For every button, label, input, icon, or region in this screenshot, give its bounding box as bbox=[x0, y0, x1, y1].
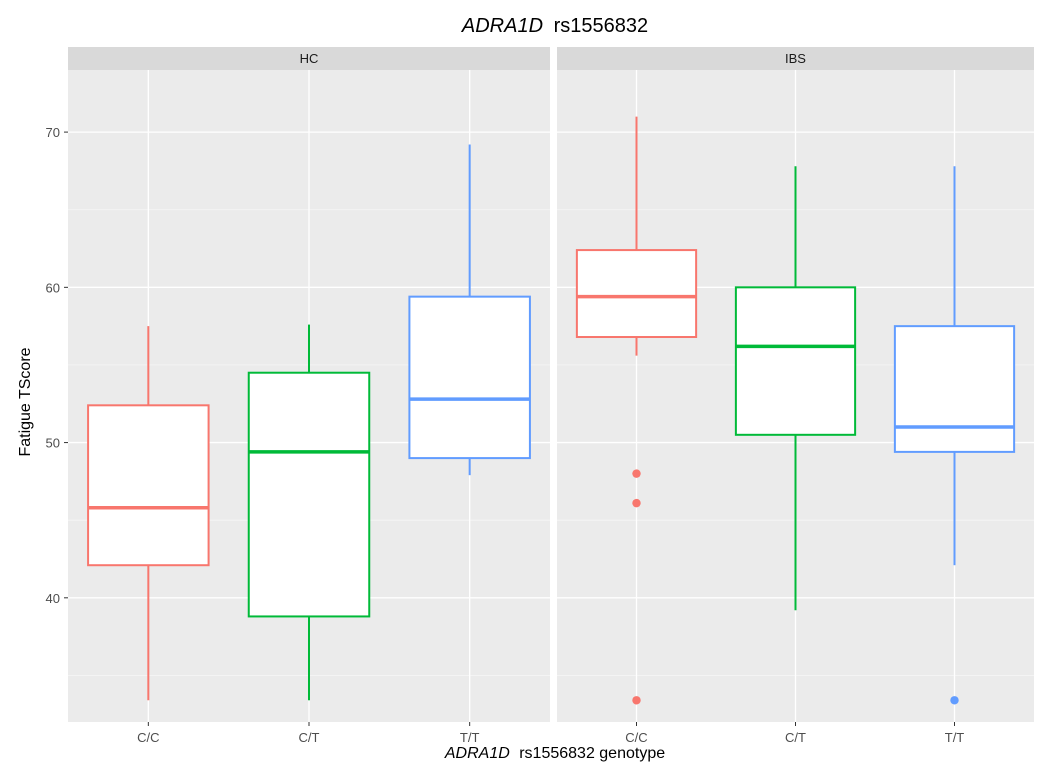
x-axis-title: ADRA1D rs1556832 genotype bbox=[444, 745, 665, 762]
box-ibs-tt bbox=[893, 166, 1016, 705]
box-hc-cc bbox=[87, 326, 210, 701]
x-tick-label: C/T bbox=[299, 730, 320, 745]
x-tick-label: C/C bbox=[625, 730, 647, 745]
facet-strip bbox=[68, 47, 550, 70]
box-ibs-ct bbox=[734, 166, 857, 611]
box-iqr bbox=[893, 325, 1016, 453]
x-tick-label: C/T bbox=[785, 730, 806, 745]
facet-strip-label: HC bbox=[300, 51, 319, 66]
facet-strip bbox=[557, 47, 1034, 70]
outlier-point bbox=[632, 498, 641, 508]
box-iqr bbox=[734, 286, 857, 436]
box-hc-tt bbox=[408, 144, 531, 476]
y-tick-label: 60 bbox=[46, 280, 60, 295]
outlier-point bbox=[632, 696, 641, 705]
outlier-point bbox=[632, 469, 641, 478]
chart-title: ADRA1D rs1556832 bbox=[461, 15, 648, 37]
x-tick-label: C/C bbox=[137, 730, 159, 745]
box-hc-ct bbox=[247, 324, 371, 701]
outlier-point bbox=[950, 696, 959, 705]
panel-hc: HC C/C C/T T/T bbox=[68, 47, 550, 745]
facet-strip-label: IBS bbox=[785, 51, 806, 66]
facet-panels: HC C/C C/T T/T IBS C/C C/T T/T 40 50 60 70 bbox=[46, 47, 1034, 745]
x-axis-title-rest: rs1556832 genotype bbox=[519, 745, 665, 762]
x-axis-title-gene: ADRA1D bbox=[444, 745, 510, 762]
box-iqr bbox=[575, 249, 698, 339]
x-tick-label: T/T bbox=[945, 730, 965, 745]
y-tick-label: 40 bbox=[46, 591, 60, 606]
panel-ibs: IBS C/C C/T T/T bbox=[557, 47, 1034, 745]
box-iqr bbox=[87, 404, 210, 567]
chart-title-gene: ADRA1D bbox=[461, 15, 543, 37]
box-iqr bbox=[247, 371, 371, 618]
x-tick-label: T/T bbox=[460, 730, 480, 745]
box-ibs-cc bbox=[575, 116, 698, 705]
box-iqr bbox=[408, 295, 531, 460]
y-axis-title: Fatigue TScore bbox=[17, 347, 34, 456]
y-tick-label: 70 bbox=[46, 125, 60, 140]
chart-title-snp: rs1556832 bbox=[554, 15, 649, 37]
y-tick-label: 50 bbox=[46, 436, 60, 451]
